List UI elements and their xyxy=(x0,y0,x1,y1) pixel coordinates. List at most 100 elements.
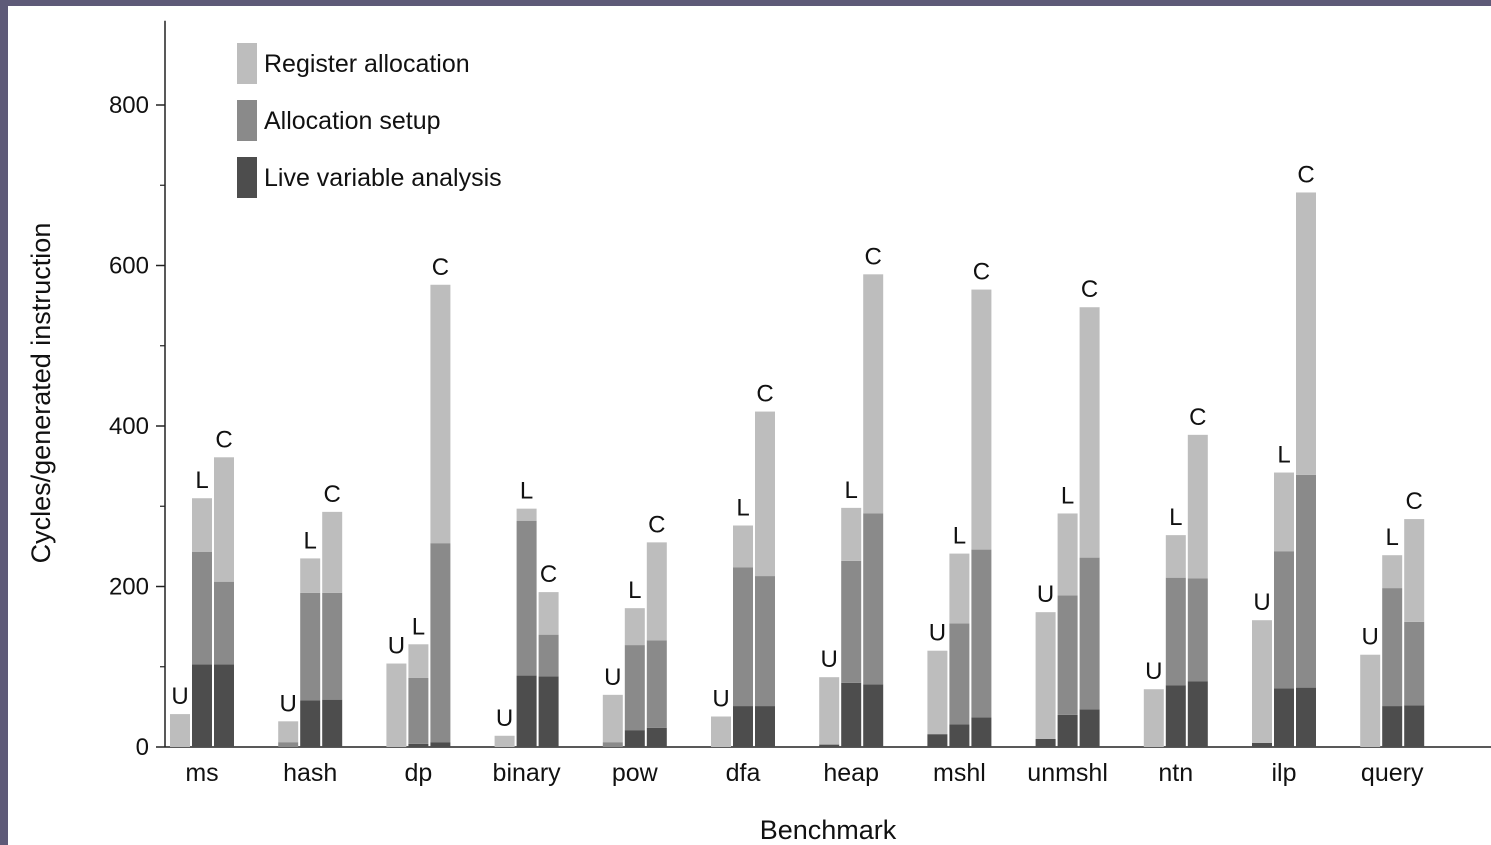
bar-label-dfa-L: L xyxy=(736,495,749,522)
bar-label-ms-U: U xyxy=(171,683,188,710)
legend-swatch xyxy=(237,100,257,141)
bar-label-ntn-C: C xyxy=(1189,404,1206,431)
y-tick-label: 600 xyxy=(109,253,149,280)
bar-label-hash-C: C xyxy=(324,481,341,508)
bar-segment-heap-L-s2 xyxy=(841,507,862,561)
bar-segment-hash-C-s2 xyxy=(322,511,343,593)
bar-segment-binary-L-s1 xyxy=(516,520,537,676)
bar-segment-dfa-C-s0 xyxy=(755,706,775,747)
bar-label-ilp-U: U xyxy=(1253,589,1270,616)
bar-segment-mshl-L-s1 xyxy=(949,623,970,725)
x-tick-label-heap: heap xyxy=(823,759,879,787)
bar-segment-ntn-C-s1 xyxy=(1187,578,1208,682)
bar-segment-mshl-U-s2 xyxy=(927,650,948,735)
bar-segment-dp-C-s0 xyxy=(430,742,451,747)
bar-label-hash-L: L xyxy=(304,527,317,554)
legend-label: Register allocation xyxy=(264,50,470,78)
bar-segment-ms-C-s2 xyxy=(214,457,234,582)
x-tick-label-query: query xyxy=(1361,759,1424,787)
bar-segment-heap-C-s0 xyxy=(863,684,884,747)
bar-segment-pow-C-s1 xyxy=(646,640,667,728)
bar-segment-heap-C-s1 xyxy=(863,513,884,685)
bar-label-binary-L: L xyxy=(520,478,533,505)
bar-label-heap-U: U xyxy=(821,646,838,673)
bar-segment-ntn-C-s2 xyxy=(1187,434,1208,579)
bar-segment-unmshl-U-s0 xyxy=(1035,738,1056,747)
bar-segment-ilp-C-s1 xyxy=(1296,474,1316,688)
x-tick-label-pow: pow xyxy=(612,759,659,787)
bar-label-binary-U: U xyxy=(496,705,513,732)
y-tick-label: 400 xyxy=(109,413,149,440)
bar-segment-ntn-U-s2 xyxy=(1143,689,1164,747)
bar-label-dp-C: C xyxy=(432,254,449,281)
bar-segment-ntn-L-s2 xyxy=(1165,535,1186,578)
bar-segment-ilp-L-s0 xyxy=(1274,688,1294,747)
x-tick-label-hash: hash xyxy=(283,759,337,787)
bar-segment-ms-L-s0 xyxy=(192,664,212,747)
bar-label-unmshl-L: L xyxy=(1061,482,1074,509)
bar-label-unmshl-U: U xyxy=(1037,581,1054,608)
bar-segment-hash-L-s1 xyxy=(300,592,321,701)
bar-segment-unmshl-L-s1 xyxy=(1057,595,1078,715)
bar-segment-dfa-L-s1 xyxy=(733,567,753,707)
bar-segment-dp-C-s2 xyxy=(430,284,451,544)
bar-segment-mshl-C-s2 xyxy=(971,289,992,550)
x-tick-label-ilp: ilp xyxy=(1271,759,1296,787)
bar-label-query-U: U xyxy=(1362,624,1379,651)
x-tick-label-ms: ms xyxy=(185,759,218,787)
bar-segment-dfa-L-s0 xyxy=(733,706,753,747)
bar-segment-pow-C-s2 xyxy=(646,542,667,641)
bar-segment-pow-L-s1 xyxy=(624,645,645,731)
bar-segment-dfa-C-s1 xyxy=(755,576,775,707)
bar-segment-ilp-U-s2 xyxy=(1252,620,1272,743)
bar-label-pow-C: C xyxy=(648,511,665,538)
bar-label-unmshl-C: C xyxy=(1081,276,1098,303)
bar-segment-query-C-s0 xyxy=(1404,705,1425,747)
bar-segment-heap-L-s0 xyxy=(841,682,862,747)
bar-segment-dfa-L-s2 xyxy=(733,525,753,568)
bar-label-pow-L: L xyxy=(628,577,641,604)
bar-label-heap-C: C xyxy=(865,243,882,270)
y-tick-label: 200 xyxy=(109,574,149,601)
bar-segment-hash-C-s1 xyxy=(322,592,343,700)
bar-label-dp-L: L xyxy=(412,613,425,640)
bar-segment-dp-L-s1 xyxy=(408,677,429,744)
bar-segment-mshl-C-s1 xyxy=(971,549,992,718)
bar-segment-query-L-s1 xyxy=(1382,588,1403,707)
bar-segment-pow-U-s2 xyxy=(602,694,623,743)
bar-segment-ms-C-s0 xyxy=(214,664,234,747)
bar-segment-dp-L-s2 xyxy=(408,644,429,678)
bar-label-dfa-C: C xyxy=(756,381,773,408)
bar-segment-pow-L-s2 xyxy=(624,608,645,646)
bar-label-mshl-C: C xyxy=(973,259,990,286)
bar-segment-ilp-L-s2 xyxy=(1274,472,1294,552)
bar-segment-heap-U-s2 xyxy=(819,677,840,745)
bar-segment-ilp-U-s0 xyxy=(1252,742,1272,747)
bar-segment-unmshl-L-s0 xyxy=(1057,714,1078,747)
bar-segment-pow-C-s0 xyxy=(646,727,667,747)
bar-segment-dp-C-s1 xyxy=(430,543,451,743)
bar-segment-binary-C-s1 xyxy=(538,634,559,677)
bar-segment-dfa-C-s2 xyxy=(755,411,775,577)
bar-segment-ms-L-s2 xyxy=(192,498,212,552)
x-tick-label-dp: dp xyxy=(404,759,432,787)
bar-segment-ms-L-s1 xyxy=(192,551,212,665)
legend-swatch xyxy=(237,157,257,198)
bar-segment-mshl-U-s0 xyxy=(927,734,948,747)
bar-segment-unmshl-L-s2 xyxy=(1057,513,1078,596)
bar-segment-dp-L-s0 xyxy=(408,743,429,747)
bar-segment-dfa-U-s2 xyxy=(711,716,731,747)
bar-segment-binary-C-s0 xyxy=(538,676,559,747)
bar-segment-unmshl-U-s2 xyxy=(1035,612,1056,739)
bar-segment-query-U-s2 xyxy=(1360,654,1381,747)
x-tick-label-mshl: mshl xyxy=(933,759,986,787)
legend: Register allocation Allocation setup Live … xyxy=(237,43,502,198)
y-tick-label: 800 xyxy=(109,92,149,119)
bar-segment-ntn-C-s0 xyxy=(1187,681,1208,747)
bar-segment-binary-L-s2 xyxy=(516,508,537,521)
bar-label-heap-L: L xyxy=(845,477,858,504)
x-tick-label-ntn: ntn xyxy=(1158,759,1193,787)
bar-segment-unmshl-C-s1 xyxy=(1079,557,1100,710)
bar-segment-hash-C-s0 xyxy=(322,699,343,747)
